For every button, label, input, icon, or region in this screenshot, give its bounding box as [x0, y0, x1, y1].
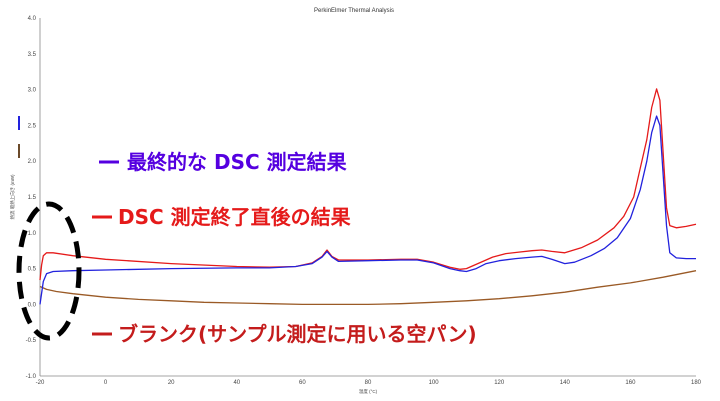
- y-tick-label: 2.0: [28, 159, 37, 165]
- y-tick-labels: -1.0 -0.5 0.0 0.5 1.0 1.5 2.0 2.5 3.0 3.5 4.0: [26, 16, 37, 380]
- axes: [39, 18, 696, 377]
- y-tick-label: 1.0: [28, 231, 37, 237]
- legend-blank: ブランク(サンプル測定に用いる空パン): [92, 322, 477, 346]
- x-tick-label: 20: [168, 380, 175, 386]
- x-tick-labels: -20 0 20 40 60 80 100 120 140 160 180: [36, 380, 702, 386]
- series-lines: [39, 88, 697, 306]
- legend-after-label: DSC 測定終了直後の結果: [118, 205, 351, 229]
- series-line-after-measurement: [39, 88, 697, 281]
- y-tick-label: -1.0: [26, 374, 37, 380]
- x-tick-label: 120: [494, 380, 505, 386]
- x-tick-label: 140: [560, 380, 571, 386]
- y-tick-label: -0.5: [26, 338, 37, 344]
- legend-blank-label: ブランク(サンプル測定に用いる空パン): [118, 322, 477, 346]
- x-tick-label: -20: [36, 380, 45, 386]
- series-line-final: [39, 115, 696, 305]
- chart-title: PerkinElmer Thermal Analysis: [314, 8, 394, 14]
- x-tick-label: 80: [365, 380, 372, 386]
- x-tick-label: 180: [691, 380, 702, 386]
- y-tick-label: 0.0: [28, 302, 37, 308]
- y-axis-label: 熱流 吸熱上向き (mW): [9, 174, 16, 219]
- x-tick-label: 0: [104, 380, 108, 386]
- y-tick-label: 3.5: [28, 52, 37, 58]
- x-tick-label: 40: [233, 380, 240, 386]
- y-tick-label: 4.0: [28, 16, 37, 22]
- x-tick-label: 100: [429, 380, 440, 386]
- y-tick-label: 0.5: [28, 267, 37, 273]
- legend-after: DSC 測定終了直後の結果: [92, 205, 351, 229]
- series-line-blank: [39, 270, 697, 306]
- y-tick-label: 3.0: [28, 88, 37, 94]
- x-tick-label: 160: [625, 380, 636, 386]
- dashed-ellipse-annotation: [16, 201, 82, 341]
- legend-final-label: 最終的な DSC 測定結果: [127, 150, 347, 174]
- x-tick-label: 60: [299, 380, 306, 386]
- y-tick-label: 2.5: [28, 123, 37, 129]
- x-axis-label: 温度 (°C): [359, 388, 378, 395]
- legend-final: 最終的な DSC 測定結果: [99, 150, 347, 174]
- y-tick-label: 1.5: [28, 195, 37, 201]
